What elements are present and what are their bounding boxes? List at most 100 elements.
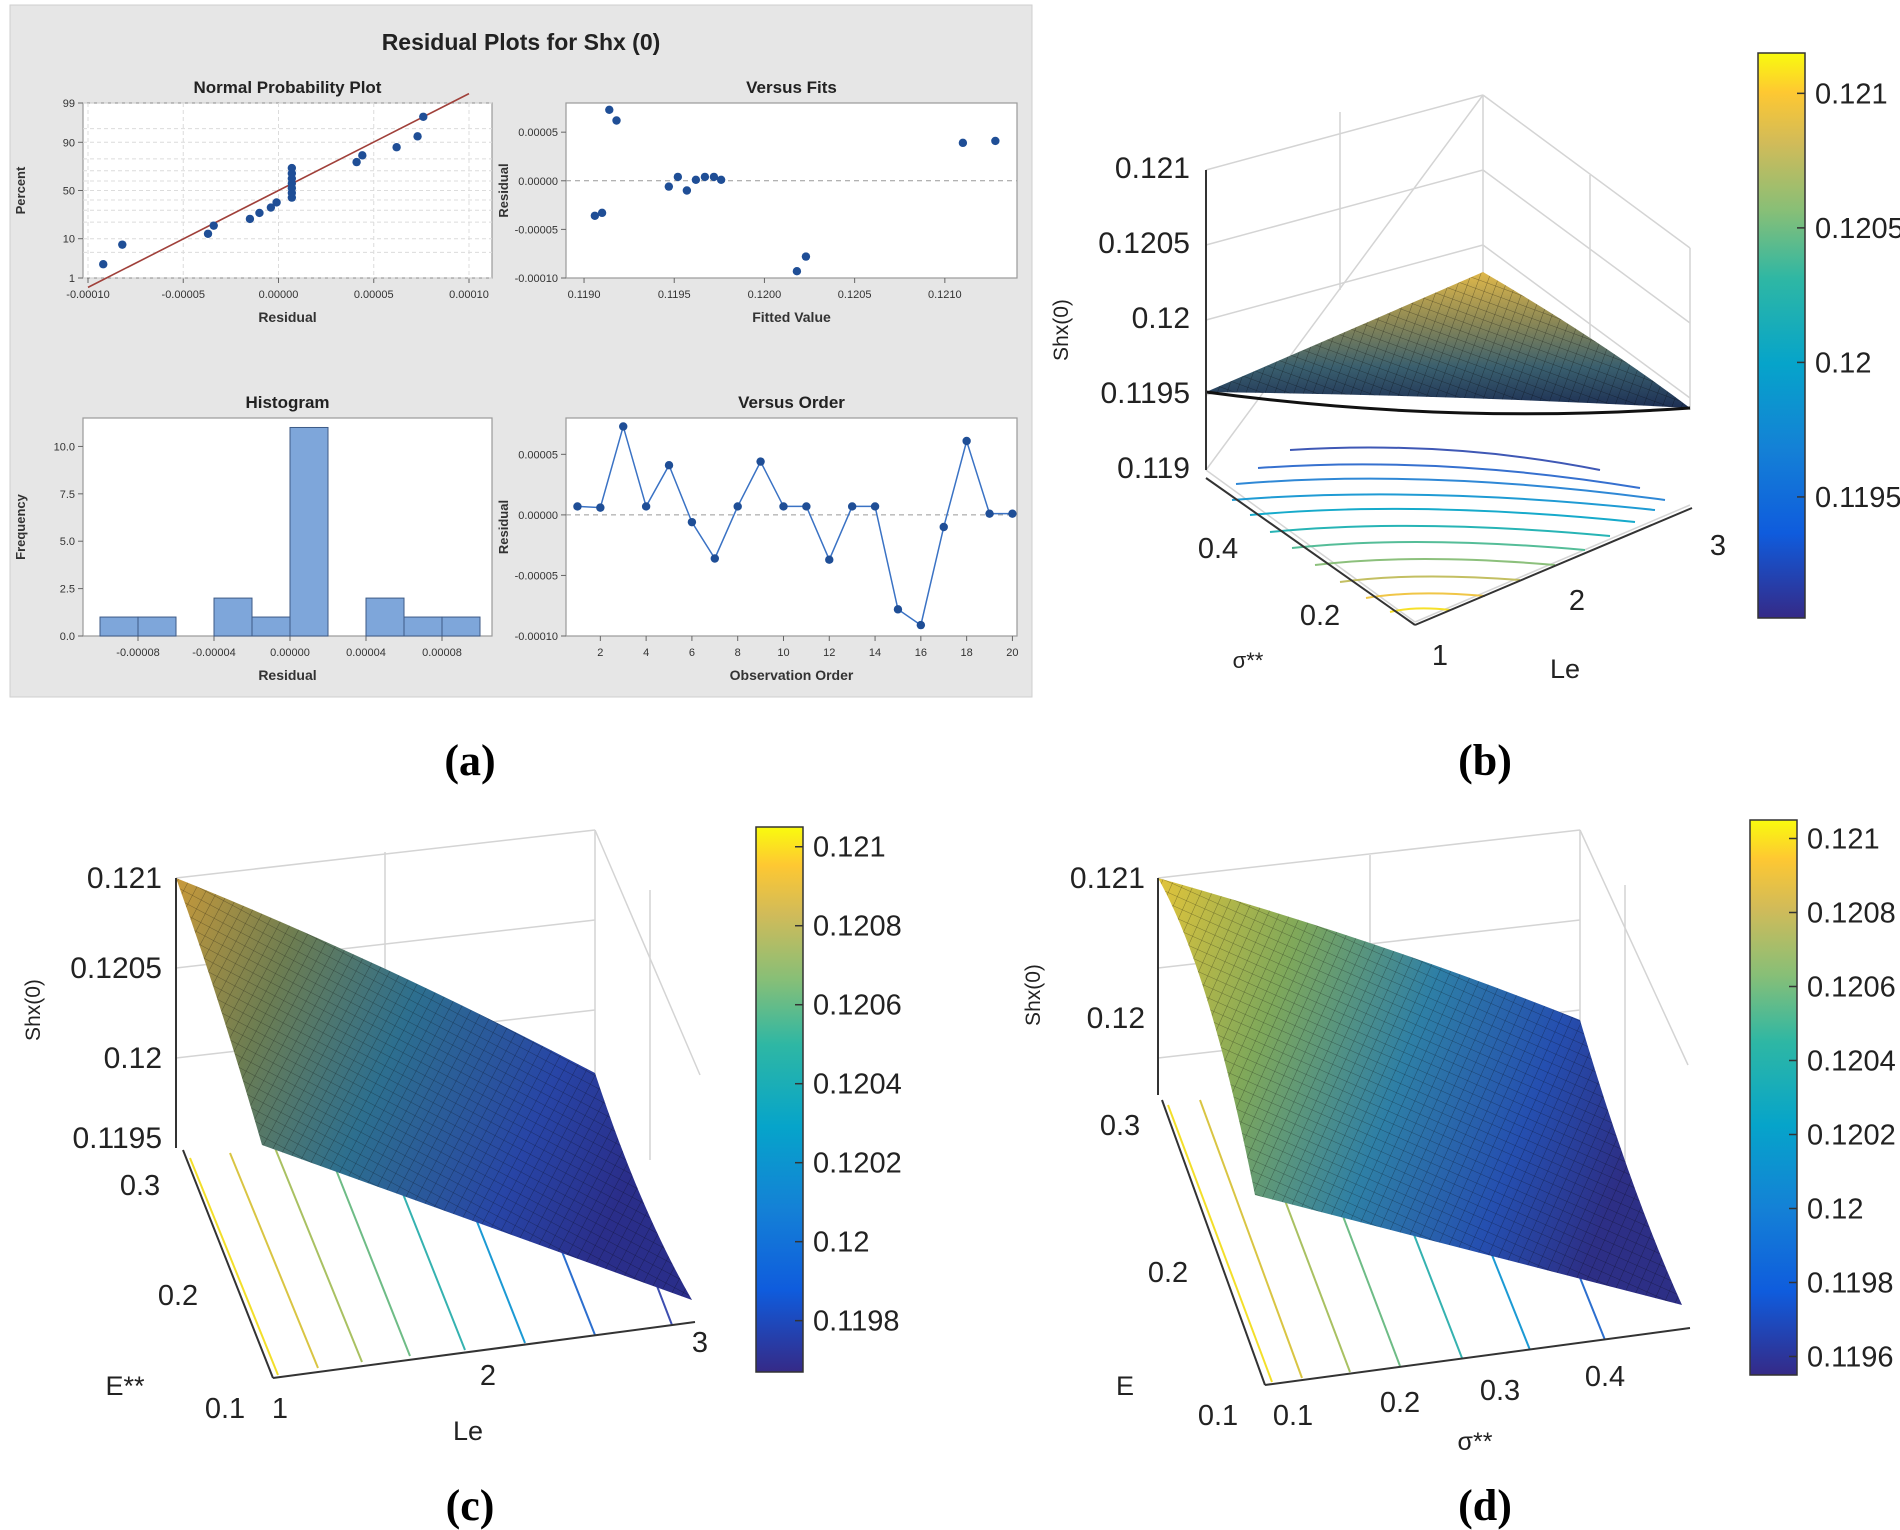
colorbar-tick-label-3: 0.1204 — [1807, 1046, 1896, 1078]
colorbar-tick-label-7: 0.1196 — [1807, 1342, 1894, 1374]
subplot-title-2: Histogram — [245, 393, 329, 412]
panel-d: Shx(0) 0.121 0.12 0.3 0.2 0.1 E 0.1 0.2 0.3 0.4 σ**… — [1022, 819, 1896, 1456]
x-tick-label-vf-2: 0.1200 — [748, 289, 782, 301]
colorbar-tick-label-1: 0.1205 — [1815, 213, 1900, 245]
y-tick-label-vf-1: 0.00000 — [518, 176, 558, 188]
y-tick-label-npp-3: 90 — [63, 137, 75, 149]
vo-point-13 — [870, 502, 880, 511]
plot-area-3 — [565, 417, 1018, 637]
y-tick-label-npp-4: 99 — [63, 98, 75, 110]
vo-point-18 — [985, 509, 994, 518]
y-tick-label-hist-2: 5.0 — [60, 536, 75, 548]
x-tick-label: 2 — [480, 1360, 496, 1392]
x-axis-label: Le — [1550, 654, 1580, 684]
vo-point-0 — [573, 502, 582, 511]
panel-c-axes — [175, 878, 696, 1379]
panel-d-colorbar-ticks: 0.121 0.1208 0.1206 0.1204 0.1202 0.12 0.1198 0… — [1789, 824, 1896, 1374]
y-tick-label: 0.3 — [120, 1170, 160, 1202]
y-tick-label-vo-0: 0.00005 — [518, 449, 558, 461]
y-tick-label: 0.1 — [1198, 1400, 1238, 1432]
y-tick-label-vf-0: 0.00005 — [518, 127, 558, 139]
fit-line — [87, 92, 470, 289]
x-tick-label-hist-0: -0.00008 — [116, 647, 159, 659]
panel-a-title: Residual Plots for Shx (0) — [382, 29, 661, 55]
z-axis-label: Shx(0) — [1022, 964, 1045, 1026]
colorbar-tick-label-0: 0.121 — [1807, 824, 1880, 856]
panel-b-floor — [1205, 469, 1691, 623]
x-axis-label-1: Fitted Value — [752, 309, 831, 325]
y-tick-label: 0.1 — [205, 1393, 245, 1425]
x-tick-label-vf-4: 0.1210 — [928, 289, 962, 301]
plot-area-1 — [565, 102, 1018, 279]
x-tick-label-vo-1: 4 — [643, 647, 649, 659]
colorbar-tick-label-0: 0.121 — [1815, 78, 1888, 110]
x-tick-label-vo-5: 12 — [823, 647, 835, 659]
npp-point-18 — [413, 132, 422, 141]
y-axis-label-3: Residual — [496, 500, 511, 554]
x-tick-label: 0.3 — [1480, 1375, 1520, 1407]
vf-point-2 — [605, 105, 614, 115]
x-tick-label-hist-1: -0.00004 — [192, 647, 235, 659]
panel-d-surface-mesh — [1158, 878, 1682, 1305]
histogram-bar-8 — [403, 616, 443, 637]
vf-point-1 — [597, 208, 607, 218]
npp-point-2 — [203, 229, 213, 238]
vo-point-11 — [825, 555, 834, 564]
z-tick-label: 0.1205 — [1098, 227, 1190, 260]
vo-point-3 — [641, 502, 651, 511]
x-tick-label-hist-3: 0.00004 — [346, 647, 386, 659]
panel-b: Shx(0)0.1210.12050.120.11950.1190.40.2σ*… — [1050, 52, 1900, 684]
vf-point-3 — [612, 116, 621, 125]
panel-b-axes — [1205, 170, 1693, 626]
x-tick-label: 1 — [272, 1393, 288, 1425]
panel-label-b: (b) — [1458, 736, 1512, 785]
npp-point-14 — [287, 163, 297, 173]
colorbar-tick-label-2: 0.1206 — [813, 990, 902, 1022]
x-tick-label-vo-3: 8 — [735, 647, 741, 659]
colorbar-tick-label-4: 0.1202 — [1807, 1120, 1896, 1152]
y-tick-label-vo-2: -0.00005 — [515, 570, 558, 582]
vf-point-9 — [709, 172, 719, 182]
y-tick-label-hist-0: 0.0 — [60, 631, 75, 643]
histogram-bar-0 — [99, 616, 139, 637]
vf-point-11 — [792, 266, 802, 276]
y-tick-label: 0.3 — [1100, 1110, 1140, 1142]
colorbar-tick-label-5: 0.12 — [813, 1227, 869, 1259]
x-tick-label-vf-0: 0.1190 — [568, 289, 601, 301]
vo-point-17 — [962, 436, 971, 446]
subplot-title-0: Normal Probability Plot — [194, 78, 382, 97]
histogram-plot: Histogram Residual Frequency -0.00008 -0.000… — [13, 393, 493, 683]
panel-d-axes — [1157, 878, 1691, 1386]
panel-b-labels: Shx(0) 0.121 0.1205 0.12 0.1195 0.119 0.4 0.2 σ*… — [1050, 152, 1726, 684]
x-axis-label: σ** — [1458, 1428, 1493, 1456]
x-tick-label-npp-2: 0.00000 — [259, 289, 299, 301]
npp-point-16 — [358, 151, 367, 160]
x-tick-label: 0.4 — [1585, 1361, 1625, 1393]
x-tick-label-vo-4: 10 — [777, 647, 789, 659]
y-tick-label-vf-3: -0.00010 — [515, 273, 558, 285]
npp-point-17 — [392, 143, 401, 152]
vo-point-19 — [1008, 509, 1017, 518]
y-tick-label-vo-3: -0.00010 — [515, 631, 558, 643]
y-tick-label: 0.2 — [158, 1280, 198, 1312]
y-tick-label-hist-1: 2.5 — [60, 584, 75, 596]
npp-point-15 — [352, 157, 361, 167]
y-tick-label-hist-3: 7.5 — [60, 489, 75, 501]
vf-point-13 — [958, 138, 968, 148]
y-tick-label-npp-0: 1 — [69, 273, 75, 285]
x-axis-label-3: Observation Order — [730, 667, 854, 683]
vo-point-12 — [847, 502, 857, 511]
x-axis-label: Le — [453, 1416, 483, 1446]
histogram-bar-9 — [441, 616, 481, 637]
vf-point-4 — [664, 182, 674, 191]
npp-point-0 — [99, 260, 108, 269]
vf-point-14 — [991, 136, 1000, 146]
histogram-bar-1 — [137, 616, 177, 637]
colorbar-tick-label-4: 0.1202 — [813, 1148, 902, 1180]
x-tick-label: 2 — [1569, 585, 1585, 617]
y-tick-label-vf-2: -0.00005 — [515, 224, 558, 236]
z-axis-label: Shx(0) — [22, 979, 45, 1041]
colorbar-tick-label-6: 0.1198 — [813, 1306, 900, 1338]
colorbar-tick-label-3: 0.1204 — [813, 1069, 902, 1101]
